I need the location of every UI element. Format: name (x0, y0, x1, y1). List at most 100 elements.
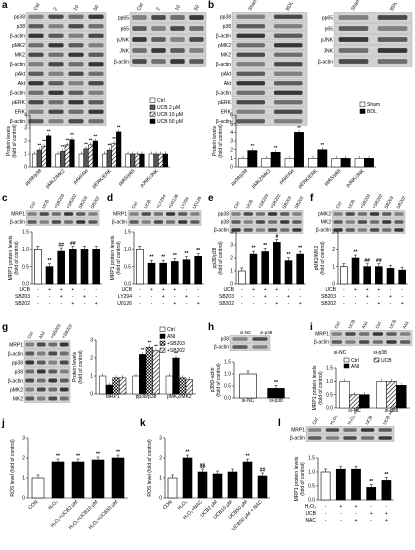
chart-d-bar (136, 249, 144, 285)
chart-a-bar (158, 153, 164, 168)
chart-l-ytick-label: 0.0 (308, 498, 315, 504)
blot-b-left-band (236, 43, 265, 48)
blot-f-band (382, 220, 392, 224)
chart-c-bar (34, 249, 42, 285)
chart-d-cond-value: + (150, 287, 153, 293)
blot-a-left-band (88, 90, 104, 95)
chart-d-sig: ** (185, 251, 189, 257)
blot-a-left-row-label: ERK (15, 110, 26, 116)
chart-e-sig: ** (287, 252, 291, 258)
blot-a-right-row-label: p65 (121, 27, 130, 33)
blot-a-right-row-label: JNK (120, 49, 130, 55)
chart-a-xtick-label: pp65/p65 (117, 168, 136, 187)
blot-c-lane-3: +SB202 (65, 193, 78, 210)
blot-d-lane-4: LY294 (179, 196, 190, 210)
chart-h-ytick-label: 0.5 (224, 384, 231, 390)
chart-k-ytick-label: 1 (159, 476, 162, 482)
chart-a-ytick-label: 1 (24, 152, 27, 158)
chart-a-bar (60, 151, 66, 168)
chart-g-ytick-label: 2 (90, 356, 93, 362)
chart-c-cond-value: + (71, 301, 74, 307)
blot-b-left-band (236, 24, 265, 29)
chart-c-cond-value: + (95, 301, 98, 307)
chart-d-cond-value: - (162, 301, 164, 307)
chart-i-ytick-label: 1.0 (326, 379, 333, 385)
chart-b-bar (317, 149, 328, 168)
blot-e-row-label: p38 (221, 220, 230, 226)
blot-e-lane-0: Ctrl (233, 201, 241, 210)
blot-a-right-strip (129, 23, 207, 34)
blot-a-left-band (68, 62, 84, 67)
chart-d-bar (171, 261, 179, 285)
chart-c-cond-label: SB203 (15, 294, 30, 300)
chart-k-xtick-label: H₂O₂ (177, 499, 189, 511)
blot-e-row-label: β-actin (214, 228, 229, 234)
chart-a-legend-label: UCB 2 μM (157, 105, 180, 111)
chart-k-bar (257, 475, 268, 499)
blot-d-band (165, 212, 176, 216)
blot-e-band (280, 228, 290, 232)
blot-b-left-row-label: ERK (221, 110, 232, 116)
blot-g-band (36, 342, 46, 347)
chart-g-bar (132, 375, 140, 395)
blot-b-left-band (236, 52, 265, 57)
chart-a-ytick-label: 4 (24, 113, 27, 119)
blot-d-band (178, 220, 188, 224)
chart-i-xtick-label: si-p38 (385, 408, 399, 414)
blot-i-band (386, 340, 397, 344)
chart-b-ytick-label: 0 (230, 165, 233, 171)
blot-a-right-lane-2: 10 (174, 4, 182, 12)
blot-f-lane-5: SB202 (395, 195, 406, 210)
blot-l-band (343, 428, 357, 432)
chart-k-ylabel: ROS level (fold of control) (147, 439, 153, 497)
blot-a-left-band (48, 119, 64, 124)
blot-f-row-label: pMK2 (318, 212, 331, 218)
blot-f-band (382, 228, 392, 232)
chart-a-legend-swatch (149, 111, 156, 117)
blot-b-right-row-label: JNK (324, 49, 334, 55)
blot-g-strip (23, 349, 71, 358)
blot-a-left-band (68, 43, 84, 48)
chart-e-bar (249, 253, 258, 285)
chart-b-xtick-label: pp38/p38 (230, 168, 249, 187)
chart-c-cond-value: + (71, 287, 74, 293)
blot-f-band (357, 212, 368, 216)
blot-g-row-label: MK2 (13, 396, 24, 402)
chart-a-bar (64, 144, 70, 168)
chart-d-cond-value: - (186, 287, 188, 293)
blot-g-band (48, 369, 58, 374)
chart-e-ylabel: pp38/p38 (212, 247, 218, 268)
chart-a-bar (134, 153, 140, 168)
chart-i-ytick-label: 0.0 (326, 406, 333, 412)
chart-i-ytick-label: 0.5 (326, 392, 333, 398)
chart-a-xtick-label: pERK/ERK (91, 168, 113, 190)
chart-c-cond-value: - (95, 294, 97, 300)
chart-c-sig: ## (58, 243, 64, 249)
chart-g-bar (165, 375, 173, 395)
chart-g-ytick-label: 3 (90, 338, 93, 344)
blot-c-strip (25, 210, 100, 218)
chart-g-sig: ** (141, 347, 145, 352)
panel-label-f: f (310, 193, 314, 204)
blot-b-left-band (274, 52, 303, 57)
chart-d-sig: ** (161, 255, 165, 261)
blot-a-right-lane-0: Ctrl (136, 2, 145, 12)
blot-i-lane-0: Ctrl (333, 321, 341, 330)
blot-a-right-band (151, 26, 166, 31)
chart-g-legend-swatch (159, 340, 166, 346)
chart-e-cond-value: - (241, 287, 243, 293)
blot-d-band (129, 212, 139, 216)
blot-g-strip (23, 394, 71, 403)
blot-b-right-band (338, 15, 369, 20)
chart-j-bar (111, 457, 125, 499)
chart-c-cond-value: - (37, 287, 39, 293)
blot-f-band (357, 228, 368, 232)
blot-d-lane-0: Ctrl (131, 201, 139, 210)
chart-d-ytick-label: 1.5 (124, 230, 131, 236)
blot-e-band (292, 212, 302, 216)
blot-a-left-strip (25, 31, 107, 41)
chart-b-bar (294, 132, 304, 168)
chart-a-sig: ** (38, 143, 42, 148)
chart-g-sig: ** (154, 343, 158, 348)
